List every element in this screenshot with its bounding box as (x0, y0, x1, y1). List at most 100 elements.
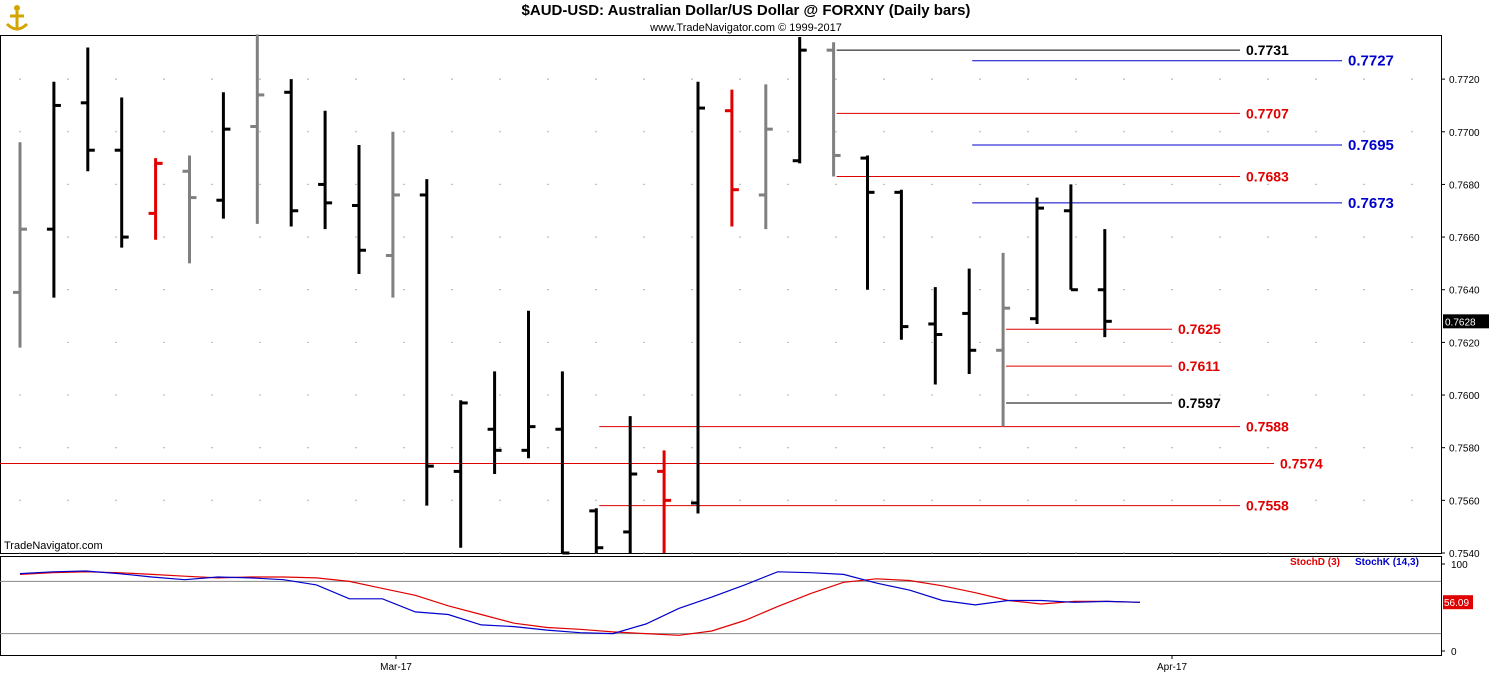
grid-dot (307, 552, 309, 554)
grid-dot (691, 236, 693, 238)
grid-dot (355, 499, 357, 502)
grid-dot (1411, 446, 1413, 449)
grid-dot (115, 183, 117, 186)
grid-dot (979, 552, 981, 554)
grid-dot (547, 236, 549, 238)
grid-dot (1027, 78, 1029, 80)
grid-dot (259, 78, 261, 80)
grid-dot (259, 236, 261, 238)
grid-dot (835, 446, 837, 449)
grid-dot (883, 552, 885, 554)
grid-dot (499, 394, 501, 396)
grid-dot (1027, 236, 1029, 238)
grid-dot (19, 131, 21, 133)
grid-dot (163, 131, 165, 133)
grid-dot (547, 78, 549, 80)
grid-dot (931, 552, 933, 554)
grid-dot (67, 394, 69, 396)
grid-dot (259, 446, 261, 449)
y-tick-label: 0.7720 (1449, 75, 1480, 86)
grid-dot (403, 131, 405, 133)
grid-dot (643, 499, 645, 502)
grid-dot (67, 131, 69, 133)
grid-dot (1075, 236, 1077, 238)
grid-dot (1027, 183, 1029, 186)
y-tick-label: 0.7580 (1449, 444, 1480, 455)
grid-dot (691, 289, 693, 291)
grid-dot (691, 394, 693, 396)
grid-dot (1411, 499, 1413, 502)
grid-dot (883, 446, 885, 449)
grid-dot (643, 78, 645, 80)
grid-dot (355, 552, 357, 554)
grid-dot (595, 341, 597, 344)
grid-dot (595, 446, 597, 449)
grid-dot (643, 341, 645, 344)
grid-dot (499, 78, 501, 80)
grid-dot (787, 499, 789, 502)
grid-dot (739, 499, 741, 502)
grid-dot (595, 236, 597, 238)
grid-dot (1267, 394, 1269, 396)
grid-dot (1075, 78, 1077, 80)
grid-dot (1123, 289, 1125, 291)
grid-dot (163, 552, 165, 554)
grid-dot (115, 131, 117, 133)
grid-dot (1315, 499, 1317, 502)
y-tick-label: 0.7640 (1449, 286, 1480, 297)
stoch-series-line (19, 570, 1141, 635)
grid-dot (835, 131, 837, 133)
grid-dot (115, 78, 117, 80)
grid-dot (931, 289, 933, 291)
grid-dot (1315, 236, 1317, 238)
grid-dot (979, 289, 981, 291)
grid-dot (355, 289, 357, 291)
grid-dot (787, 394, 789, 396)
grid-dot (835, 78, 837, 80)
grid-dot (1123, 131, 1125, 133)
grid-dot (1123, 183, 1125, 186)
grid-dot (931, 499, 933, 502)
grid-dot (1027, 499, 1029, 502)
grid-dot (1171, 394, 1173, 396)
grid-dot (211, 78, 213, 80)
grid-dot (1027, 131, 1029, 133)
grid-dot (739, 341, 741, 344)
grid-dot (451, 499, 453, 502)
grid-dot (115, 499, 117, 502)
chart-title: $AUD-USD: Australian Dollar/US Dollar @ … (521, 2, 971, 19)
grid-dot (595, 183, 597, 186)
grid-dot (403, 341, 405, 344)
grid-dot (259, 552, 261, 554)
grid-dot (211, 236, 213, 238)
grid-dot (163, 499, 165, 502)
grid-dot (931, 78, 933, 80)
grid-dot (67, 236, 69, 238)
grid-dot (1075, 394, 1077, 396)
stoch-last-box (1443, 595, 1473, 610)
grid-dot (547, 552, 549, 554)
grid-dot (211, 499, 213, 502)
grid-dot (739, 78, 741, 80)
grid-dot (1411, 552, 1413, 554)
grid-dot (1267, 78, 1269, 80)
last-price-label: 0.7628 (1445, 317, 1476, 328)
trade-navigator-logo (2, 2, 32, 34)
level-label: 0.7673 (1348, 195, 1394, 212)
grid-dot (355, 446, 357, 449)
grid-dot (739, 552, 741, 554)
grid-dot (163, 183, 165, 186)
grid-dot (1171, 289, 1173, 291)
grid-dot (691, 78, 693, 80)
grid-dot (163, 289, 165, 291)
grid-dot (1219, 78, 1221, 80)
grid-dot (835, 341, 837, 344)
stoch-y-tick-label: 100 (1451, 560, 1468, 571)
grid-dot (979, 131, 981, 133)
grid-dot (883, 236, 885, 238)
grid-dot (67, 78, 69, 80)
grid-dot (883, 183, 885, 186)
grid-dot (547, 183, 549, 186)
grid-dot (1219, 552, 1221, 554)
grid-dot (691, 341, 693, 344)
